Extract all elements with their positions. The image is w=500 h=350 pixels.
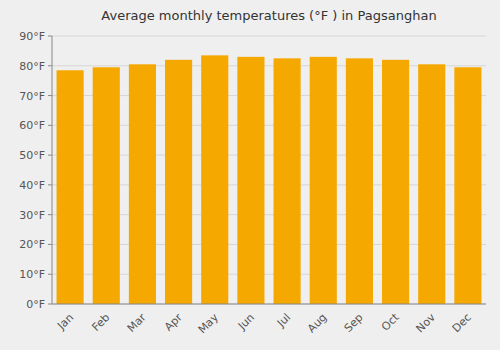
y-tick [48, 214, 52, 215]
grid [52, 36, 486, 304]
y-tick-label: 70°F [19, 90, 45, 103]
bar: Jul: 82.5 [274, 58, 301, 304]
x-tick-label: Mar [125, 311, 149, 335]
y-tick [48, 184, 52, 185]
y-tick [48, 274, 52, 275]
page: {"chart_data": {"type": "bar", "title": … [0, 0, 500, 350]
bar: Aug: 83 [310, 57, 337, 304]
x-tick-label: Feb [89, 311, 112, 334]
bar: May: 83.5 [201, 55, 228, 304]
bars: Jan: 78.5 Feb: 79.5 Mar: 80.5 Apr: 82 May: 8… [57, 55, 482, 304]
chart: Average monthly temperatures (°F ) in Pa… [0, 0, 500, 350]
x-tick-label: Dec [450, 311, 474, 335]
y-tick [48, 244, 52, 245]
bar: Sep: 82.5 [346, 58, 373, 304]
y-tick-label: 30°F [19, 209, 45, 222]
y-tick-label: 40°F [19, 179, 45, 192]
y-tick [48, 155, 52, 156]
y-tick [48, 65, 52, 66]
x-tick-label: Sep [342, 311, 366, 335]
x-axis-line [52, 304, 486, 305]
x-tick-label: Oct [379, 310, 402, 333]
bar: Jan: 78.5 [57, 70, 84, 304]
x-tick-label: Aug [305, 311, 329, 335]
y-axis-line [52, 36, 53, 304]
bar: Jun: 83 [237, 57, 264, 304]
x-tick-label: Nov [413, 311, 438, 336]
bar: Apr: 82 [165, 60, 192, 304]
y-tick-label: 50°F [19, 149, 45, 162]
y-tick-label: 0°F [26, 298, 45, 311]
y-tick [48, 95, 52, 96]
x-axis: Jan Feb Mar Apr May Jun Jul Aug Sep Oct Nov Dec [52, 304, 486, 336]
x-tick-label: May [196, 311, 222, 337]
y-tick-label: 60°F [19, 119, 45, 132]
y-tick-label: 10°F [19, 268, 45, 281]
x-tick-label: Jan [54, 311, 76, 333]
y-tick-label: 20°F [19, 238, 45, 251]
y-axis: 0°F 10°F 20°F 30°F 40°F 50°F 60°F 70°F 80°F 90°F [19, 30, 52, 311]
y-tick-label: 90°F [19, 30, 45, 43]
x-tick-label: Jun [235, 311, 257, 333]
bar: Mar: 80.5 [129, 64, 156, 304]
grid-line [52, 304, 486, 305]
grid-line [52, 36, 486, 37]
x-tick-label: Apr [162, 311, 185, 334]
bar: Nov: 80.5 [418, 64, 445, 304]
y-tick [48, 304, 52, 305]
bar: Dec: 79.5 [454, 67, 481, 304]
x-tick-label: Jul [274, 311, 293, 330]
y-tick [48, 36, 52, 37]
y-tick [48, 125, 52, 126]
bar: Feb: 79.5 [93, 67, 120, 304]
title: Average monthly temperatures (°F ) in Pa… [101, 8, 436, 23]
y-tick-label: 80°F [19, 60, 45, 73]
bar: Oct: 82 [382, 60, 409, 304]
